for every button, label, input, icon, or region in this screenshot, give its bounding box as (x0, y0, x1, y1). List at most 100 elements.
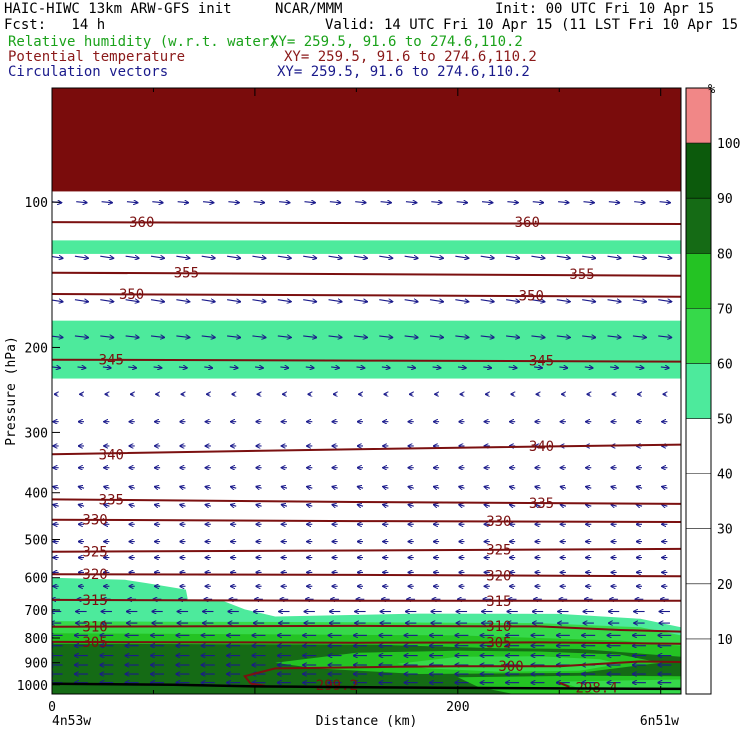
vector-arrow (201, 300, 215, 302)
vector-arrow (508, 367, 517, 368)
left-endpoint-label: 4n53w (52, 714, 91, 729)
colorbar-segment-5 (686, 363, 711, 419)
vector-arrow (407, 367, 415, 368)
vector-arrow (635, 367, 644, 368)
vector-arrow (74, 336, 88, 338)
vector-arrow (558, 202, 568, 203)
vector-arrow (52, 336, 63, 338)
theta-label-310: 310 (486, 619, 511, 635)
vector-arrow (607, 336, 621, 338)
colorbar-segment-9 (686, 143, 711, 199)
theta-label-330: 330 (82, 513, 107, 529)
colorbar-label-50: 50 (717, 413, 733, 428)
vector-arrow (150, 256, 164, 258)
vector-arrow (227, 256, 240, 258)
y-tick-label-1000: 1000 (17, 679, 48, 694)
vector-arrow (125, 336, 139, 338)
theta-label-335: 335 (99, 492, 124, 508)
vector-arrow (535, 487, 541, 489)
vector-arrow (662, 505, 668, 507)
vector-arrow (332, 487, 338, 489)
vector-arrow (485, 487, 490, 489)
vector-arrow (74, 300, 88, 302)
vector-arrow (582, 256, 595, 258)
y-tick-label-200: 200 (25, 341, 48, 356)
theta-label-325: 325 (486, 543, 511, 559)
theta-label-315: 315 (486, 594, 511, 610)
vector-arrow (610, 367, 618, 368)
vector-arrow (252, 300, 265, 302)
vector-arrow (180, 505, 186, 507)
vector-arrow (227, 336, 240, 338)
vector-arrow (282, 505, 288, 507)
vector-arrow (531, 336, 544, 338)
vector-arrow (556, 336, 570, 338)
vector-arrow (632, 336, 646, 338)
colorbar-label-100: 100 (717, 137, 740, 152)
vector-arrow (126, 202, 137, 203)
theta-label-320: 320 (82, 567, 107, 583)
vector-arrow (658, 300, 671, 302)
vector-arrow (303, 300, 316, 302)
vector-arrow (52, 367, 60, 368)
vector-arrow (353, 256, 367, 258)
vector-arrow (152, 202, 162, 203)
vector-arrow (201, 256, 215, 258)
vector-arrow (556, 256, 570, 258)
rh-band-0 (52, 88, 681, 192)
vector-arrow (303, 336, 316, 338)
vector-arrow (434, 505, 440, 507)
theta-label-350: 350 (519, 288, 544, 304)
vector-arrow (252, 256, 265, 258)
colorbar-segment-2 (686, 528, 711, 584)
vector-arrow (409, 505, 414, 507)
vector-arrow (79, 487, 85, 489)
vector-arrow (535, 505, 541, 507)
colorbar-segment-8 (686, 198, 711, 254)
colorbar-label-20: 20 (717, 578, 733, 593)
theta-label-355: 355 (569, 267, 594, 283)
vector-arrow (304, 202, 314, 203)
vector-arrow (459, 505, 465, 507)
right-endpoint-label: 6n51w (640, 714, 679, 729)
plot-frame (51, 87, 682, 695)
vector-arrow (280, 367, 288, 368)
theta-contour-325 (52, 547, 681, 553)
colorbar-segment-1 (686, 583, 711, 639)
init-time: Init: 00 UTC Fri 10 Apr 15 (495, 1, 715, 17)
vector-arrow (332, 505, 338, 507)
vector-arrow (100, 300, 113, 302)
y-tick-label-800: 800 (25, 632, 48, 647)
theta-label-360: 360 (129, 215, 154, 231)
colorbar-label-70: 70 (717, 302, 733, 317)
vector-arrow (150, 336, 164, 338)
theta-contour-310 (52, 624, 681, 633)
vector-arrow (74, 256, 88, 258)
vector-arrow (507, 202, 517, 203)
theta-contour-360 (52, 221, 681, 225)
theta-label-320: 320 (486, 569, 511, 585)
vector-arrow (277, 256, 291, 258)
vector-arrow (660, 367, 669, 368)
vector-arrow (404, 336, 418, 338)
theta-label-340: 340 (529, 439, 554, 455)
vector-arrow (104, 505, 110, 507)
vector-arrow (329, 202, 340, 203)
theta-contour-320 (52, 573, 681, 578)
vector-arrow (506, 300, 519, 302)
vector-arrow (434, 487, 440, 489)
vector-arrow (178, 367, 187, 368)
vector-arrow (227, 300, 240, 302)
vector-arrow (583, 202, 593, 203)
vector-arrow (607, 256, 621, 258)
vector-arrow (658, 336, 671, 338)
vector-arrow (584, 367, 593, 368)
theta-label-300: 300 (498, 659, 523, 675)
vector-arrow (459, 487, 465, 489)
vector-arrow (561, 505, 567, 507)
vector-arrow (586, 505, 592, 507)
vector-arrow (561, 487, 567, 489)
theta-contour-345 (52, 358, 681, 363)
vector-arrow (637, 487, 643, 489)
